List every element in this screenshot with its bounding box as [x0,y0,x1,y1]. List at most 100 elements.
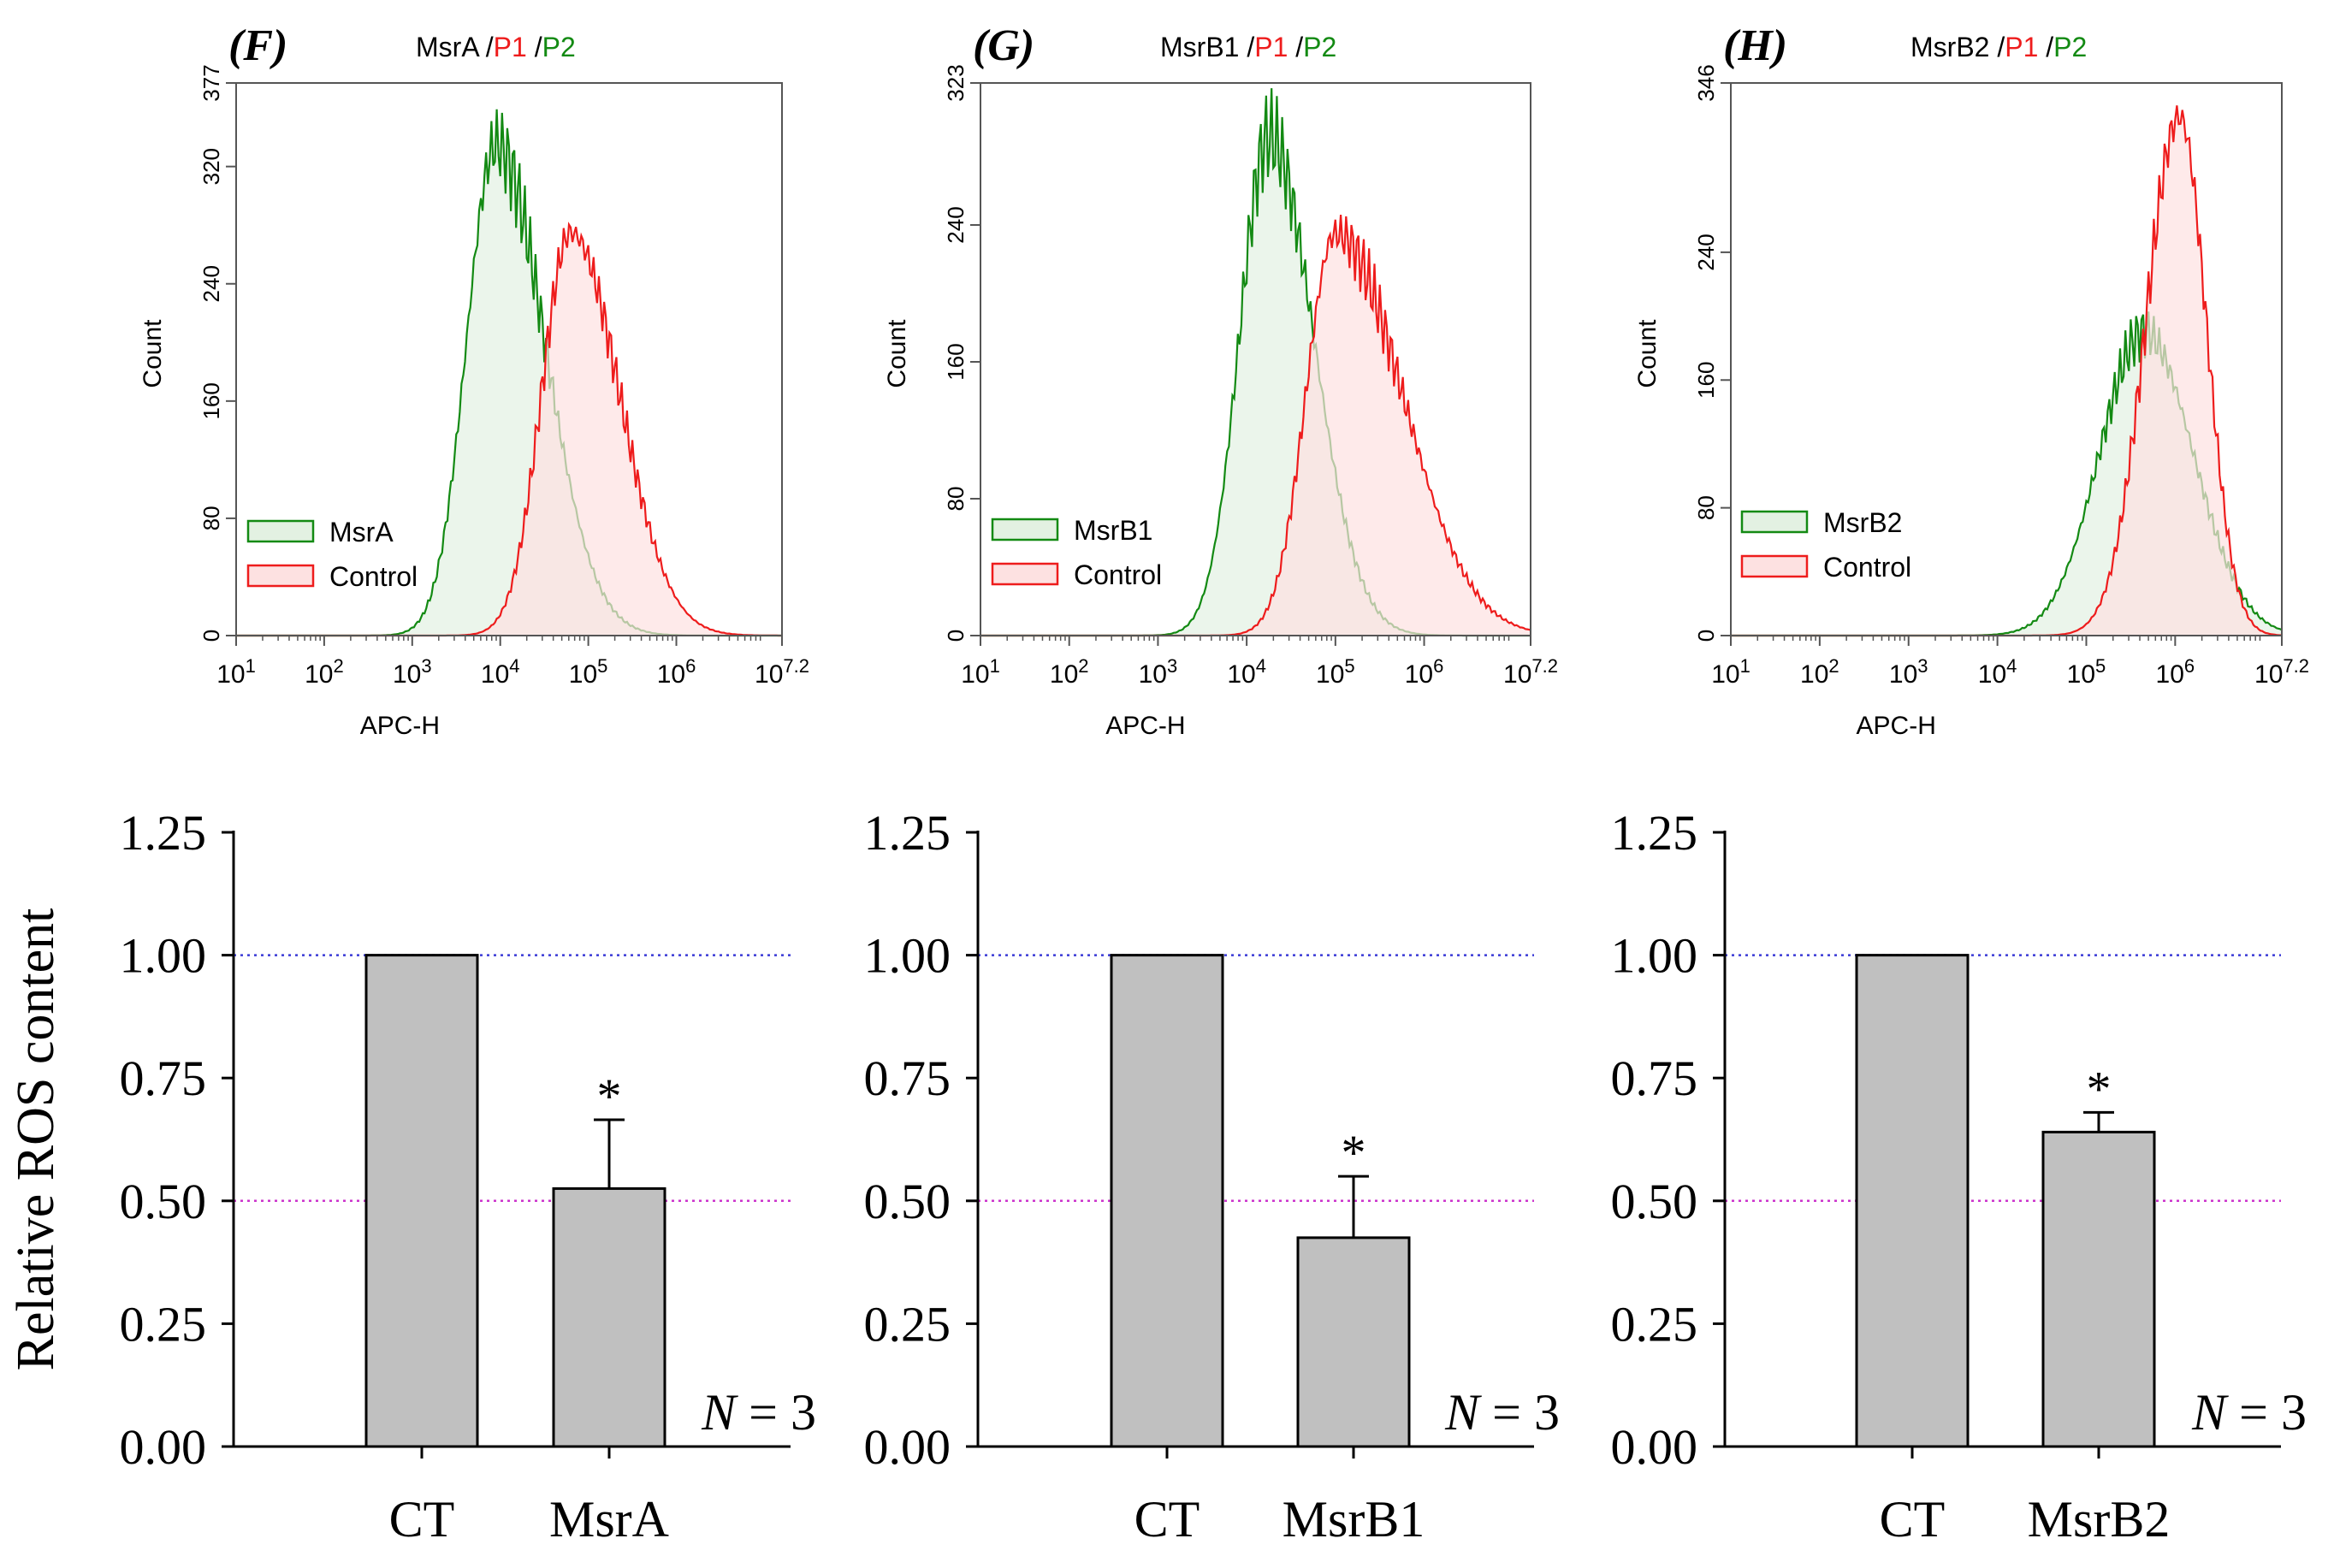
x-axis-label: APC-H [360,712,440,740]
x-tick-base: 10 [1227,660,1255,689]
legend-label: Control [1074,559,1162,590]
panel-label: (G) [973,21,1034,70]
x-tick-base: 10 [481,660,509,689]
title-part: / [1239,32,1254,62]
title-part: P2 [1303,32,1336,62]
x-tick-label: 105 [1316,655,1355,689]
histogram-area-msra [236,109,782,636]
x-tick-base: 10 [1711,660,1739,689]
title-part: / [1288,32,1303,62]
x-tick-label: 107.2 [1503,655,1558,689]
x-category-label: MsrB1 [1283,1491,1425,1547]
title-part: / [478,32,494,62]
y-tick-label: 0.25 [120,1296,207,1352]
x-tick-exponent: 3 [1167,655,1177,677]
legend-label: MsrB2 [1823,507,1902,538]
histogram-title: MsrB1 /P1 /P2 [1160,32,1336,62]
bar-msra [552,1186,666,1448]
x-tick-base: 10 [1405,660,1433,689]
x-tick-exponent: 3 [1917,655,1928,677]
x-category-label: MsrB2 [2028,1491,2171,1547]
x-tick-base: 10 [1978,660,2006,689]
bar-ct [1855,954,1970,1448]
x-tick-exponent: 2 [1828,655,1839,677]
x-tick-label: 106 [2156,655,2195,689]
title-part: P1 [1254,32,1288,62]
x-tick-label: 102 [1800,655,1839,689]
x-tick-base: 10 [1316,660,1344,689]
y-tick-label: 0.00 [1611,1419,1698,1475]
x-tick-exponent: 4 [1256,655,1266,677]
significance-marker: * [597,1068,622,1124]
bar-msrb1 [1296,1236,1411,1448]
y-axis-label: Count [1633,319,1662,388]
histogram-area-control [236,224,782,636]
y-tick-label: 0.50 [1611,1174,1698,1229]
title-part: P1 [2005,32,2038,62]
bar-chart-panel: CT * MsrB2 0.00 0.25 0.50 0.75 1.00 1.25 N = 3 [1611,805,2307,1547]
x-tick-label: 104 [481,655,520,689]
x-tick-exponent: 5 [2095,655,2106,677]
x-tick-base: 10 [393,660,421,689]
y-tick-label: 346 [1693,64,1719,101]
x-tick-exponent: 3 [421,655,431,677]
x-tick-base: 10 [216,660,245,689]
plot-frame [980,82,1531,636]
y-tick-label: 240 [1693,234,1719,270]
y-tick-label: 0.00 [120,1419,207,1475]
y-tick-label: 1.00 [1611,928,1698,984]
x-tick-base: 10 [2254,660,2283,689]
histogram-title: MsrB2 /P1 /P2 [1910,32,2087,62]
x-tick-base: 10 [657,660,685,689]
y-tick-label: 1.00 [120,928,207,984]
x-tick-exponent: 6 [685,655,696,677]
x-tick-label: 106 [1405,655,1444,689]
x-tick-exponent: 1 [246,655,256,677]
bar-ct [1110,954,1224,1448]
x-tick-label: 102 [305,655,344,689]
y-tick-label: 0 [943,630,969,642]
title-part: P2 [542,32,576,62]
x-tick-base: 10 [1800,660,1828,689]
title-part: P1 [494,32,527,62]
x-tick-exponent: 5 [597,655,607,677]
y-tick-label: 320 [198,148,224,185]
y-tick-label: 0.75 [864,1050,951,1106]
bar-chart-panel: CT * MsrA 0.00 0.25 0.50 0.75 1.00 1.25 N = 3 [120,805,817,1547]
title-part: / [1989,32,2005,62]
panel-label: (F) [228,21,287,70]
y-tick-label: 160 [198,382,224,419]
title-part: MsrB2 [1910,32,1989,62]
legend-swatch [991,518,1059,541]
histogram-area-control [980,215,1531,636]
bar-msrb2 [2041,1130,2156,1448]
x-tick-base: 10 [1503,660,1531,689]
x-tick-base: 10 [569,660,597,689]
legend-label: Control [1823,552,1911,583]
y-tick-label: 240 [943,206,969,243]
x-axis-label: APC-H [1105,712,1185,740]
y-tick-label: 0 [1693,630,1719,642]
x-tick-label: 107.2 [755,655,809,689]
y-axis-label: Count [883,319,911,388]
x-tick-base: 10 [305,660,333,689]
legend-swatch [991,562,1059,586]
annotation-variable: N [1444,1384,1482,1441]
y-tick-label: 323 [943,64,969,101]
annotation-value: = 3 [736,1384,816,1441]
histogram-area-control [1731,105,2282,636]
y-tick-label: 80 [1693,495,1719,520]
title-part: P2 [2053,32,2087,62]
y-tick-label: 0.25 [1611,1296,1698,1352]
x-tick-base: 10 [2067,660,2095,689]
x-tick-exponent: 6 [2184,655,2195,677]
legend-label: MsrB1 [1074,515,1152,546]
y-tick-label: 1.25 [864,805,951,861]
x-tick-base: 10 [2156,660,2184,689]
bar-ct [364,954,479,1448]
y-tick-label: 377 [198,64,224,101]
x-tick-exponent: 5 [1344,655,1354,677]
annotation-variable: N [701,1384,738,1441]
